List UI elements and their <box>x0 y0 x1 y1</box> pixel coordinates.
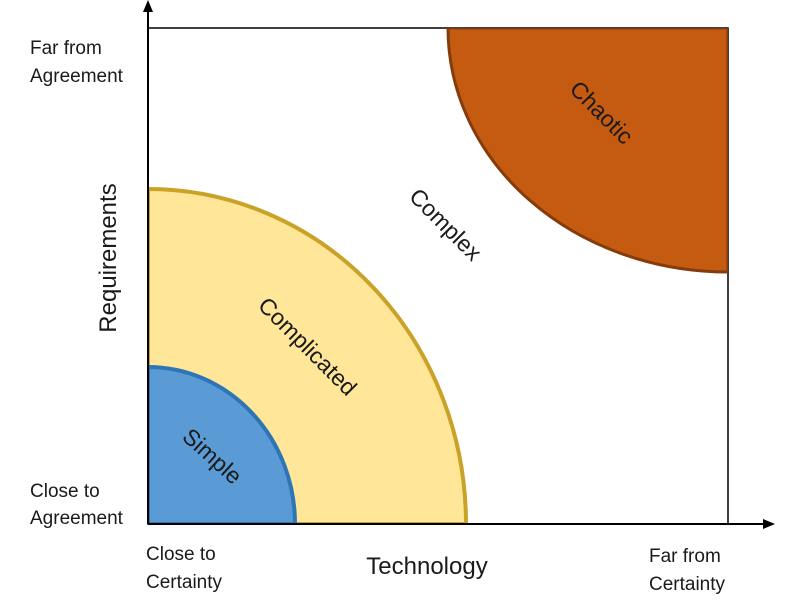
y-high-label-line1: Far from <box>30 38 102 59</box>
x-axis-arrowhead <box>763 519 775 529</box>
x-axis-title: Technology <box>366 553 487 580</box>
y-high-label-line2: Agreement <box>30 66 124 87</box>
x-low-label-line2: Certainty <box>146 572 223 593</box>
y-axis-arrowhead <box>143 0 153 12</box>
chaotic-region <box>446 28 728 274</box>
x-high-label-line2: Certainty <box>649 574 726 595</box>
y-low-label-line2: Agreement <box>30 508 124 529</box>
x-low-label-line1: Close to <box>146 544 216 565</box>
y-low-label-line1: Close to <box>30 481 100 502</box>
y-axis-title: Requirements <box>95 183 122 332</box>
simple-region <box>148 364 298 524</box>
x-high-label-line1: Far from <box>649 546 721 567</box>
